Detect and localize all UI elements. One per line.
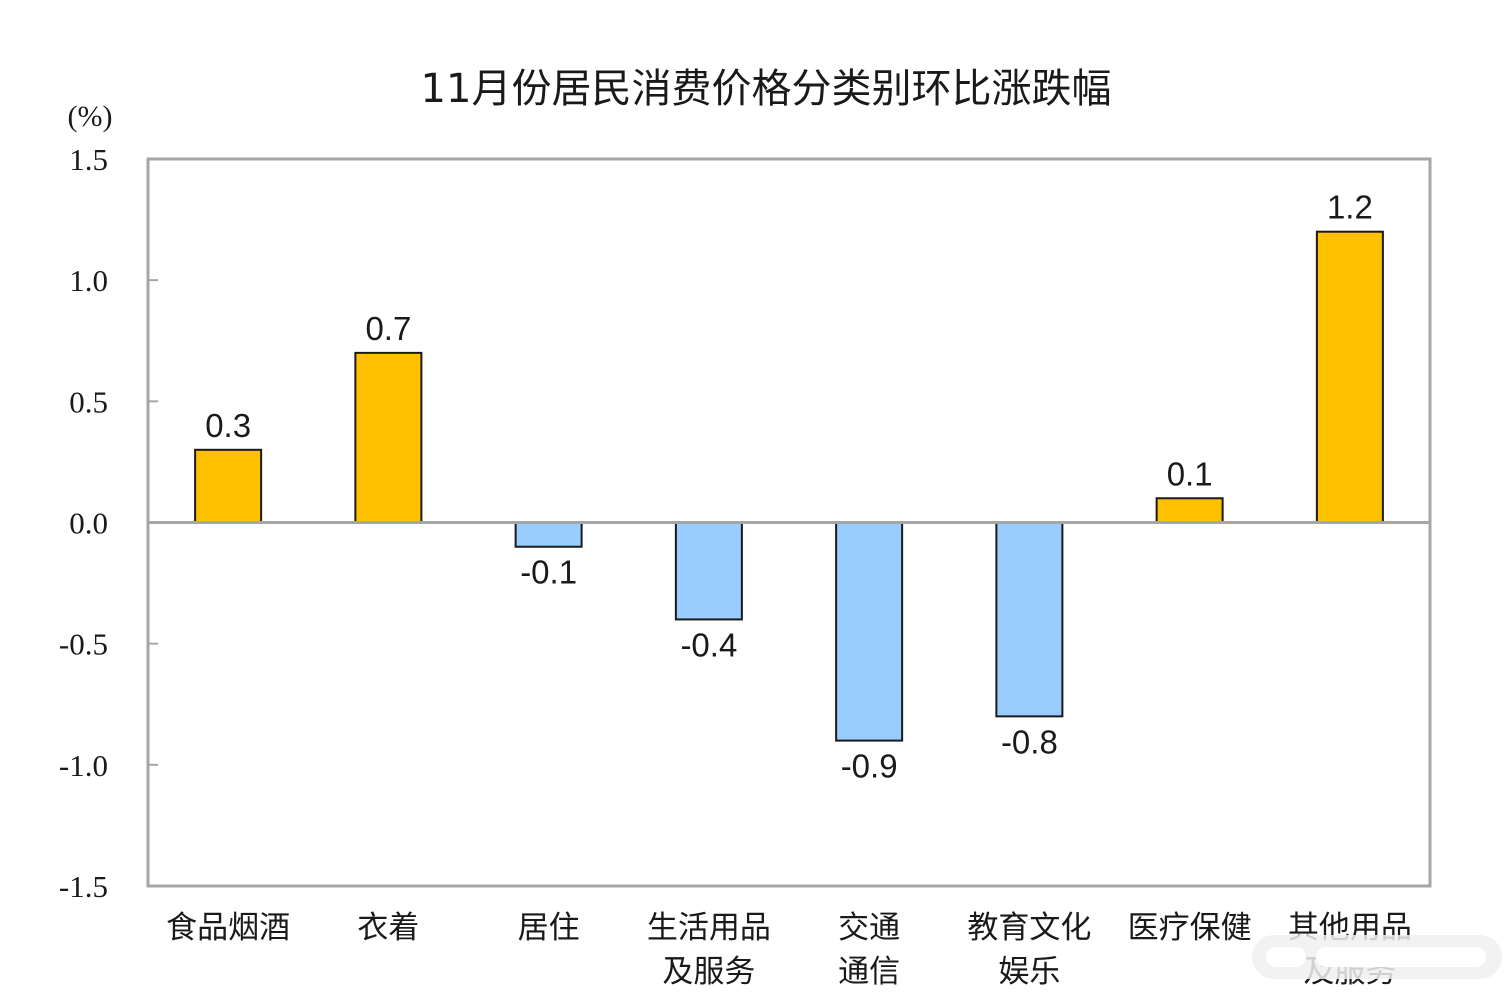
x-category-label: 教育文化 — [967, 910, 1091, 946]
x-category-label: 交通 — [838, 910, 900, 946]
bar-value-label: 0.1 — [1167, 455, 1213, 492]
x-category-label: 生活用品 — [647, 910, 771, 946]
bar — [1155, 497, 1224, 524]
bar — [1315, 230, 1384, 524]
watermark-overlay — [1252, 935, 1502, 979]
bar-value-label: -0.1 — [520, 554, 577, 591]
bar-value-label: 0.3 — [205, 407, 251, 444]
plot-area: 1.5 1.0 0.5 0.0 -0.5 -1.0 -1.5 0.3 0.7 -0.1 -0.4 -0… — [59, 142, 1432, 990]
watermark-bar — [1266, 947, 1306, 967]
bar — [674, 521, 743, 621]
x-category-label: 及服务 — [662, 954, 755, 990]
y-axis-unit: (%) — [68, 100, 113, 133]
bar — [194, 448, 263, 524]
x-category-label: 食品烟酒 — [166, 910, 290, 946]
x-category-label: 娱乐 — [998, 954, 1060, 990]
bar-value-label: 0.7 — [365, 310, 411, 347]
bar-value-label: -0.4 — [680, 626, 737, 663]
y-tick-label: -1.5 — [59, 869, 108, 904]
watermark-bar — [1316, 947, 1486, 967]
bar-value-label: -0.8 — [1001, 723, 1058, 760]
y-tick-label: -1.0 — [59, 748, 108, 783]
y-tick-label: 1.0 — [69, 263, 108, 298]
x-category-label: 通信 — [838, 954, 900, 990]
bar-value-label: -0.9 — [841, 748, 898, 785]
bar — [514, 521, 583, 548]
x-category-label: 居住 — [518, 910, 580, 946]
x-category-label: 医疗保健 — [1128, 910, 1252, 946]
bar — [995, 521, 1064, 718]
bar — [835, 521, 904, 742]
bar-value-label: 1.2 — [1327, 189, 1373, 226]
chart-title: 11月份居民消费价格分类别环比涨跌幅 — [421, 66, 1112, 112]
y-tick-label: 1.5 — [69, 142, 108, 177]
y-tick-label: 0.5 — [69, 384, 108, 419]
y-tick-label: 0.0 — [69, 506, 108, 541]
y-tick-label: -0.5 — [59, 627, 108, 662]
bar — [354, 351, 423, 524]
x-category-label: 衣着 — [357, 910, 419, 946]
